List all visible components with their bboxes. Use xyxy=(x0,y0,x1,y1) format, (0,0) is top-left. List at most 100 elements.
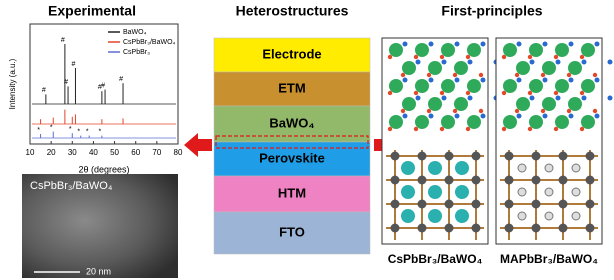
peak-marker: # xyxy=(42,87,46,94)
atom xyxy=(429,78,434,83)
atom xyxy=(441,79,455,93)
atom xyxy=(440,55,444,59)
atom xyxy=(472,152,481,161)
atom xyxy=(479,109,483,113)
atom xyxy=(586,152,595,161)
x-tick-label: 30 xyxy=(68,148,77,157)
atom xyxy=(572,164,580,172)
atom xyxy=(418,224,427,233)
atom xyxy=(415,79,429,93)
atom xyxy=(586,224,595,233)
atom xyxy=(530,60,535,65)
atom xyxy=(401,185,415,199)
atom xyxy=(440,127,444,131)
atom xyxy=(518,212,526,220)
atom xyxy=(455,209,469,223)
atom xyxy=(481,42,486,47)
atom xyxy=(595,42,600,47)
atom xyxy=(454,61,468,75)
x-axis-label: 2θ (degrees) xyxy=(78,164,129,174)
peak-marker: * xyxy=(99,128,102,135)
atom xyxy=(595,114,600,119)
atom xyxy=(559,200,568,209)
atom xyxy=(466,127,470,131)
atom xyxy=(503,43,517,57)
atom xyxy=(580,55,584,59)
atom xyxy=(455,185,469,199)
atom xyxy=(418,200,427,209)
atom xyxy=(503,79,517,93)
layer-label: ETM xyxy=(278,80,305,95)
atom xyxy=(472,200,481,209)
atom xyxy=(608,60,613,65)
structures: CsPbBr₃/BaWO₄ MAPbBr₃/BaWO₄ xyxy=(382,38,613,266)
atom xyxy=(442,60,447,65)
atom xyxy=(418,152,427,161)
atom xyxy=(529,115,543,129)
atom xyxy=(608,96,613,101)
atom xyxy=(468,96,473,101)
x-tick-label: 50 xyxy=(110,148,119,157)
peak-marker: * xyxy=(77,128,80,135)
atom xyxy=(455,161,469,175)
atom xyxy=(481,114,486,119)
atom xyxy=(441,115,455,129)
atom xyxy=(529,79,543,93)
atom xyxy=(429,114,434,119)
atom xyxy=(559,176,568,185)
atom xyxy=(467,115,481,129)
atom xyxy=(532,224,541,233)
atom xyxy=(518,188,526,196)
tem-label: CsPbBr₃/BaWO₄ xyxy=(30,180,113,192)
atom xyxy=(388,91,392,95)
layer-label: FTO xyxy=(279,224,305,239)
structure-label: MAPbBr₃/BaWO₄ xyxy=(500,252,598,266)
atom xyxy=(593,73,597,77)
layer-label: Perovskite xyxy=(259,150,325,165)
atom xyxy=(582,96,587,101)
atom xyxy=(556,96,561,101)
atom xyxy=(545,212,553,220)
layer-label: HTM xyxy=(278,185,306,200)
atom xyxy=(545,164,553,172)
atom xyxy=(391,152,400,161)
atom xyxy=(543,114,548,119)
atom xyxy=(466,55,470,59)
atom xyxy=(582,60,587,65)
atom xyxy=(481,78,486,83)
atom xyxy=(502,55,506,59)
layer-label: BaWO₄ xyxy=(269,115,314,130)
atom xyxy=(428,61,442,75)
atom xyxy=(429,42,434,47)
atom xyxy=(556,60,561,65)
atom xyxy=(445,200,454,209)
atom xyxy=(445,152,454,161)
atom xyxy=(428,209,442,223)
panel-title: Heterostructures xyxy=(236,3,349,19)
scale-bar-label: 20 nm xyxy=(86,266,111,276)
atom xyxy=(428,97,442,111)
atom xyxy=(542,61,556,75)
atom xyxy=(389,79,403,93)
atom xyxy=(391,200,400,209)
atom xyxy=(581,79,595,93)
structure-label: CsPbBr₃/BaWO₄ xyxy=(388,252,483,266)
x-tick-label: 10 xyxy=(26,148,35,157)
atom xyxy=(428,161,442,175)
atom xyxy=(532,152,541,161)
atom xyxy=(440,91,444,95)
atom xyxy=(445,176,454,185)
atom xyxy=(586,176,595,185)
atom xyxy=(416,60,421,65)
atom xyxy=(532,176,541,185)
atom xyxy=(559,152,568,161)
legend-label: CsPbBr₃ xyxy=(123,49,150,56)
atom xyxy=(554,91,558,95)
atom xyxy=(453,73,457,77)
x-tick-label: 60 xyxy=(131,148,140,157)
x-tick-label: 40 xyxy=(89,148,98,157)
atom xyxy=(414,127,418,131)
peak-marker: # xyxy=(119,76,123,83)
atom xyxy=(502,91,506,95)
atom xyxy=(389,115,403,129)
